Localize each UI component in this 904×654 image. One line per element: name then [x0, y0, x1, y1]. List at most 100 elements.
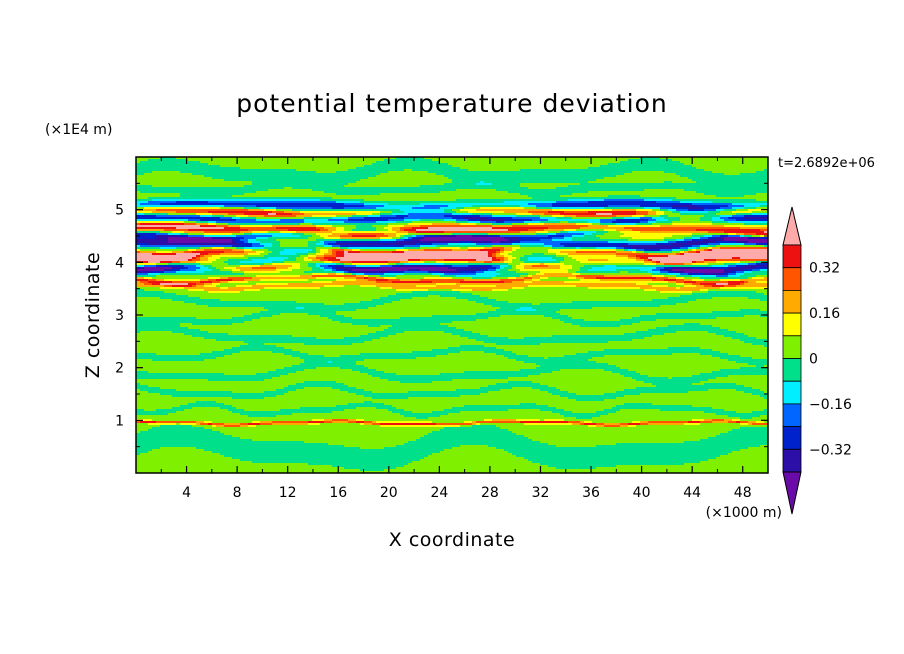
heatmap-cell — [200, 161, 205, 164]
heatmap-cell — [312, 159, 317, 162]
heatmap-cell — [620, 167, 625, 170]
heatmap-cell — [208, 171, 213, 174]
heatmap-cell — [580, 157, 585, 160]
heatmap-cell — [348, 169, 353, 172]
heatmap-cell — [500, 159, 505, 162]
heatmap-cell — [716, 169, 721, 172]
heatmap-cell — [224, 169, 229, 172]
heatmap-cell — [188, 167, 193, 170]
heatmap-cell — [340, 163, 345, 166]
heatmap-cell — [708, 157, 713, 160]
heatmap-cell — [564, 165, 569, 168]
heatmap-cell — [720, 169, 725, 172]
heatmap-cell — [180, 167, 185, 170]
heatmap-cell — [740, 169, 745, 172]
heatmap-cell — [524, 157, 529, 160]
heatmap-cell — [300, 161, 305, 164]
heatmap-cell — [376, 161, 381, 164]
heatmap-cell — [344, 159, 349, 162]
heatmap-cell — [228, 157, 233, 160]
heatmap-cell — [140, 167, 145, 170]
heatmap-cell — [504, 169, 509, 172]
heatmap-cell — [164, 167, 169, 170]
heatmap-cell — [356, 171, 361, 174]
heatmap-cell — [256, 159, 261, 162]
heatmap-cell — [392, 159, 397, 162]
heatmap-cell — [616, 161, 621, 164]
heatmap-cell — [368, 169, 373, 172]
heatmap-cell — [248, 169, 253, 172]
heatmap-cell — [700, 159, 705, 162]
heatmap-cell — [268, 167, 273, 170]
heatmap-cell — [536, 167, 541, 170]
heatmap-cell — [224, 157, 229, 160]
heatmap-cell — [468, 165, 473, 168]
heatmap-cell — [464, 171, 469, 174]
heatmap-cell — [300, 171, 305, 174]
heatmap-cell — [628, 163, 633, 166]
heatmap-cell — [232, 157, 237, 160]
heatmap-cell — [572, 167, 577, 170]
heatmap-cell — [388, 161, 393, 164]
heatmap-cell — [716, 161, 721, 164]
heatmap-cell — [316, 157, 321, 160]
heatmap-cell — [568, 161, 573, 164]
heatmap-cell — [396, 157, 401, 160]
heatmap-cell — [344, 171, 349, 174]
heatmap-cell — [580, 165, 585, 168]
heatmap-cell — [156, 161, 161, 164]
heatmap-cell — [288, 159, 293, 162]
heatmap-cell — [512, 161, 517, 164]
heatmap-cell — [632, 157, 637, 160]
heatmap-cell — [480, 157, 485, 160]
heatmap-cell — [284, 167, 289, 170]
heatmap-cell — [684, 167, 689, 170]
heatmap-cell — [244, 169, 249, 172]
heatmap-cell — [196, 171, 201, 174]
heatmap-cell — [464, 159, 469, 162]
heatmap-cell — [392, 165, 397, 168]
heatmap-cell — [500, 169, 505, 172]
heatmap-cell — [384, 171, 389, 174]
heatmap-cell — [492, 171, 497, 174]
heatmap-cell — [680, 167, 685, 170]
heatmap-cell — [736, 169, 741, 172]
heatmap-cell — [212, 165, 217, 168]
heatmap-cell — [656, 159, 661, 162]
heatmap-cell — [140, 165, 145, 168]
heatmap-cell — [572, 161, 577, 164]
heatmap-cell — [412, 167, 417, 170]
heatmap-cell — [380, 159, 385, 162]
heatmap-cell — [268, 161, 273, 164]
heatmap-cell — [508, 169, 513, 172]
heatmap-cell — [360, 165, 365, 168]
heatmap-cell — [592, 169, 597, 172]
heatmap-cell — [336, 171, 341, 174]
heatmap-cell — [236, 169, 241, 172]
heatmap-cell — [252, 161, 257, 164]
heatmap-cell — [320, 165, 325, 168]
heatmap-cell — [144, 165, 149, 168]
heatmap-cell — [420, 161, 425, 164]
heatmap-cell — [740, 167, 745, 170]
heatmap-cell — [600, 165, 605, 168]
heatmap-cell — [148, 163, 153, 166]
heatmap-cell — [176, 157, 181, 160]
heatmap-cell — [560, 169, 565, 172]
heatmap-cell — [508, 165, 513, 168]
heatmap-cell — [372, 159, 377, 162]
heatmap-cell — [224, 163, 229, 166]
heatmap-cell — [468, 167, 473, 170]
heatmap-cell — [376, 159, 381, 162]
heatmap-cell — [416, 169, 421, 172]
heatmap-cell — [388, 167, 393, 170]
heatmap-cell — [360, 171, 365, 174]
heatmap-cell — [720, 159, 725, 162]
heatmap-cell — [492, 165, 497, 168]
heatmap-cell — [316, 171, 321, 174]
heatmap-cell — [720, 157, 725, 160]
heatmap-cell — [688, 165, 693, 168]
heatmap-cell — [220, 163, 225, 166]
heatmap-cell — [540, 159, 545, 162]
heatmap-cell — [220, 165, 225, 168]
